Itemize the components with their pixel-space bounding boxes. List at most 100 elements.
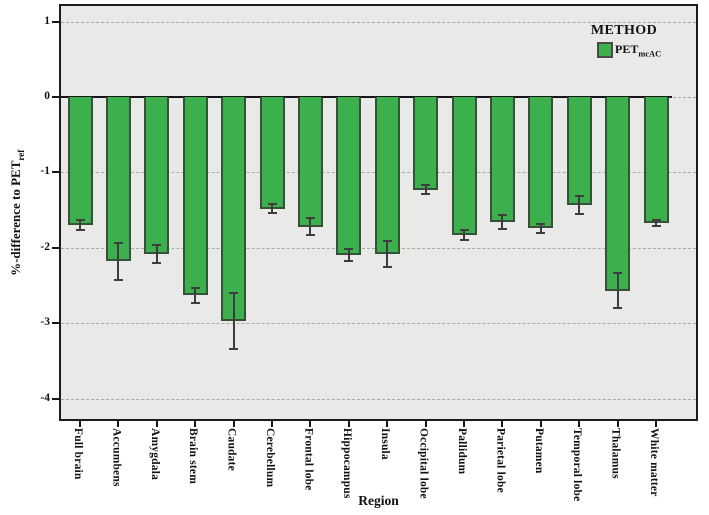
x-axis-tick	[232, 421, 235, 427]
y-axis-tick-label: 1	[44, 14, 50, 27]
bar	[489, 97, 515, 223]
error-bar-cap-top	[459, 229, 469, 232]
y-axis-tick-label: -2	[40, 240, 50, 253]
error-bar-cap-top	[382, 240, 392, 242]
x-axis-tick	[616, 421, 619, 427]
y-axis-tick	[52, 96, 59, 98]
y-axis-tick-label: -3	[40, 316, 50, 329]
x-axis-tick	[578, 421, 581, 427]
x-axis-tick-label: Brain stem	[187, 428, 200, 484]
error-bar-cap-bottom	[613, 307, 623, 310]
bar	[336, 97, 362, 256]
x-axis-tick-label: Hippocampus	[340, 428, 353, 499]
error-bar-cap-top	[344, 248, 354, 251]
y-axis-tick-label: -4	[40, 391, 50, 404]
x-axis-tick	[309, 421, 312, 427]
error-bar-cap-top	[75, 218, 85, 221]
error-bar-cap-bottom	[267, 212, 277, 215]
x-axis-tick	[655, 421, 657, 427]
error-bar-cap-top	[497, 214, 507, 217]
x-axis-tick	[463, 421, 465, 427]
gridline	[61, 21, 696, 23]
error-bar-line	[616, 273, 619, 309]
legend-entry-label-subscript: mcAC	[638, 49, 662, 59]
legend-swatch	[597, 42, 613, 59]
error-bar-cap-top	[421, 184, 431, 187]
legend-entry-label-text: PET	[615, 42, 639, 56]
bar	[528, 97, 554, 229]
error-bar-cap-bottom	[305, 233, 315, 236]
bar	[605, 97, 631, 291]
bar	[643, 97, 669, 223]
x-axis-tick	[501, 421, 504, 427]
zero-line	[61, 96, 672, 98]
plot-area	[59, 4, 698, 421]
x-axis-tick-label: Putamen	[532, 428, 545, 474]
error-bar-line	[309, 218, 312, 235]
x-axis-tick-label: Cerebellum	[264, 428, 276, 488]
y-axis-title: %-difference to PETref	[8, 134, 26, 292]
y-axis-tick	[52, 322, 59, 325]
legend-entry: PETmcAC	[597, 42, 688, 58]
error-bar-cap-top	[267, 203, 277, 206]
x-axis-tick-label: Frontal lobe	[302, 428, 315, 491]
error-bar-cap-top	[574, 194, 584, 197]
error-bar-cap-top	[536, 222, 546, 225]
error-bar-line	[578, 195, 581, 214]
x-axis-tick	[424, 421, 427, 427]
x-axis-tick	[117, 421, 120, 427]
x-axis-tick	[79, 421, 81, 427]
error-bar-cap-bottom	[152, 261, 162, 264]
error-bar-cap-bottom	[382, 265, 392, 268]
x-axis-tick	[155, 421, 158, 427]
bar	[413, 97, 439, 190]
error-bar-cap-bottom	[574, 212, 584, 215]
x-axis-tick-label: Caudate	[225, 428, 238, 471]
error-bar-cap-bottom	[459, 238, 469, 241]
x-axis-tick-label: White matter	[648, 428, 660, 497]
x-axis-tick	[539, 421, 542, 427]
bar	[221, 97, 247, 321]
x-axis-tick	[271, 421, 273, 427]
x-axis-tick-label: Pallidum	[456, 428, 468, 475]
x-axis-tick	[386, 421, 389, 427]
x-axis-tick-label: Occipital lobe	[417, 428, 430, 499]
legend-title: METHOD	[590, 23, 658, 38]
error-bar-cap-top	[651, 218, 661, 221]
x-axis-tick-label: Insula	[379, 428, 392, 460]
bar	[182, 97, 208, 296]
error-bar-cap-top	[152, 243, 162, 246]
error-bar-line	[117, 242, 120, 281]
y-axis-tick	[52, 171, 59, 174]
x-axis-tick-label: Full brain	[72, 428, 84, 480]
y-axis-tick-label: -1	[40, 165, 50, 178]
error-bar-line	[424, 185, 427, 195]
error-bar-line	[655, 219, 657, 226]
x-axis-tick-label: Amygdala	[148, 428, 161, 481]
error-bar-cap-bottom	[190, 301, 200, 304]
error-bar-cap-top	[229, 292, 239, 295]
legend: METHOD PETmcAC	[560, 23, 688, 58]
bar	[144, 97, 170, 254]
error-bar-line	[463, 230, 465, 240]
error-bar-cap-bottom	[536, 231, 546, 234]
gridline	[61, 323, 696, 325]
x-axis-tick-label: Parietal lobe	[494, 428, 507, 493]
x-axis-tick-label: Thalamus	[609, 428, 622, 479]
error-bar-line	[347, 249, 350, 262]
bar	[374, 97, 400, 254]
y-axis-tick	[52, 397, 59, 400]
error-bar-cap-bottom	[229, 347, 239, 350]
error-bar-cap-top	[305, 217, 315, 220]
error-bar-cap-bottom	[113, 279, 123, 282]
error-bar-cap-top	[190, 286, 200, 289]
bar	[105, 97, 131, 262]
error-bar-cap-bottom	[497, 227, 507, 230]
error-bar-line	[539, 223, 542, 233]
error-bar-cap-top	[113, 241, 123, 244]
error-bar-line	[79, 219, 81, 231]
error-bar-cap-bottom	[421, 193, 431, 196]
y-axis-tick-label: 0	[44, 90, 50, 102]
x-axis-tick	[194, 421, 197, 427]
